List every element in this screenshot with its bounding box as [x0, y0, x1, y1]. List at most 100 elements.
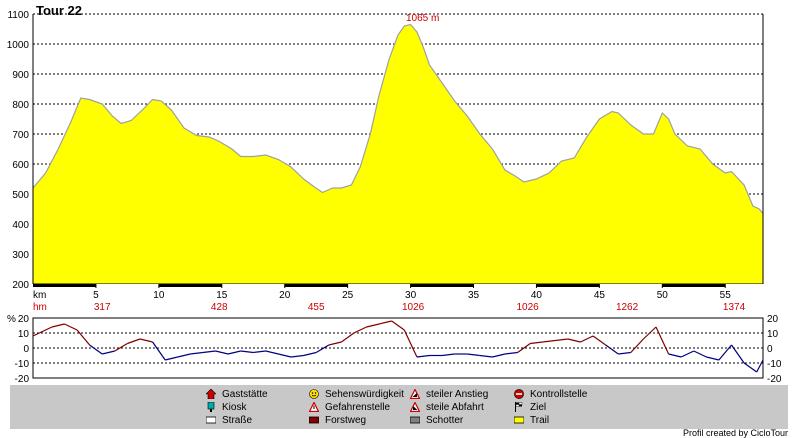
km-scale-segment [725, 284, 763, 287]
gradient-y-tick-label-right: 20 [767, 314, 779, 325]
gradient-segment [693, 350, 707, 358]
legend-label: Forstweg [325, 414, 367, 426]
legend-item-kontrollstelle: Kontrollstelle [514, 388, 587, 400]
hm-marker-label: 1262 [616, 302, 639, 313]
gradient-segment [165, 356, 178, 361]
elevation-y-tick-label: 400 [12, 220, 29, 231]
trail-swatch-icon [513, 415, 525, 425]
legend-item-schotter: Schotter [409, 414, 464, 426]
gradient-segment [51, 323, 65, 328]
gradient-segment [731, 344, 745, 364]
gradient-segment [504, 351, 518, 355]
gradient-segment [353, 326, 367, 334]
gradient-segment [303, 351, 317, 357]
gradient-segment [152, 341, 166, 361]
km-tick-label: 45 [594, 290, 606, 301]
gradient-segment [177, 353, 191, 358]
gradient-segment [366, 323, 380, 328]
gradient-segment [265, 350, 279, 355]
legend-item-steile-abfahrt: steile Abfahrt [409, 401, 484, 413]
gradient-segment [253, 350, 266, 354]
gradient-segment [592, 335, 607, 346]
km-tick-label: 20 [279, 290, 291, 301]
elevation-y-tick-label: 1100 [7, 10, 29, 21]
km-scale-segment [221, 284, 285, 287]
km-tick-label: 35 [468, 290, 480, 301]
gradient-segment [530, 341, 543, 345]
forest-track-swatch-icon [308, 415, 320, 425]
gradient-segment [290, 354, 304, 358]
legend-item-kiosk: Kiosk [206, 401, 246, 413]
gradient-segment [391, 320, 405, 331]
legend-label: Schotter [426, 414, 464, 426]
gradient-segment [555, 338, 568, 342]
elevation-y-tick-label: 1000 [7, 40, 30, 51]
gradient-segment [76, 329, 91, 346]
km-tick-label: 15 [216, 290, 228, 301]
gravel-swatch-icon [409, 415, 421, 425]
km-scale-segment [599, 284, 663, 287]
gradient-segment [341, 332, 355, 343]
checkpoint-icon [514, 389, 524, 399]
hm-marker-label: 1374 [723, 302, 746, 313]
gradient-segment [240, 350, 254, 354]
gradient-segment [127, 338, 141, 345]
gradient-y-tick-label-right: -10 [767, 359, 782, 370]
gradient-segment [378, 320, 392, 325]
gradient-segment [580, 335, 594, 343]
gradient-y-tick-label-left: 10 [18, 329, 30, 340]
gradient-segment [215, 350, 229, 355]
hm-marker-label: 1026 [517, 302, 540, 313]
gradient-segment [467, 353, 480, 357]
legend-label: Straße [222, 414, 253, 426]
elevation-y-tick-label: 500 [12, 190, 29, 201]
gradient-segment [706, 356, 720, 361]
gradient-segment [64, 323, 78, 331]
gradient-segment [479, 354, 493, 358]
gradient-segment [567, 338, 581, 343]
kiosk-icon [206, 401, 216, 412]
gradient-y-tick-label-left: -10 [15, 359, 30, 370]
gradient-segment [227, 350, 241, 355]
gradient-segment [743, 362, 758, 373]
legend-item-ziel: Ziel [514, 401, 546, 413]
warning-icon [308, 401, 320, 413]
km-tick-label: 30 [405, 290, 417, 301]
smiley-icon [309, 389, 319, 399]
km-tick-label: 50 [657, 290, 669, 301]
gradient-segment [630, 338, 644, 353]
gradient-y-tick-label-left: 20 [18, 314, 30, 325]
km-scale-segment [95, 284, 159, 287]
elevation-area [33, 24, 763, 284]
km-scale-segment [347, 284, 411, 287]
house-icon [205, 388, 217, 400]
km-tick-label: 40 [531, 290, 543, 301]
gradient-y-tick-label-left: 0 [23, 344, 29, 355]
gradient-unit-label: % [7, 314, 16, 325]
gradient-segment [102, 350, 115, 355]
gradient-segment [32, 326, 53, 337]
gradient-segment [315, 344, 330, 354]
gradient-segment [517, 343, 531, 353]
chart-title: Tour 22 [36, 3, 82, 18]
gradient-y-tick-label-left: -20 [15, 374, 30, 385]
km-scale-segment [410, 284, 474, 287]
hm-marker-label: 455 [308, 302, 325, 313]
elevation-y-tick-label: 700 [12, 130, 29, 141]
legend-panel: Gaststätte Kiosk Straße Sehenswürdigkeit… [10, 385, 788, 429]
km-tick-label: 55 [720, 290, 732, 301]
hm-marker-label: 317 [94, 302, 111, 313]
credit-text: Profil created by CicloTour [682, 428, 788, 438]
legend-item-sehenswuerdigkeit: Sehenswürdigkeit [309, 388, 404, 400]
legend-item-forstweg: Forstweg [308, 414, 367, 426]
gradient-y-tick-label-right: -20 [767, 374, 782, 385]
steep-descent-icon [409, 401, 421, 413]
elevation-y-tick-label: 600 [12, 160, 29, 171]
steep-climb-icon [409, 388, 421, 400]
km-scale-segment [33, 284, 96, 287]
legend-label: Trail [530, 414, 550, 426]
elevation-y-tick-label: 800 [12, 100, 29, 111]
gradient-segment [114, 342, 128, 352]
gradient-segment [542, 339, 556, 343]
gradient-segment [605, 344, 619, 355]
